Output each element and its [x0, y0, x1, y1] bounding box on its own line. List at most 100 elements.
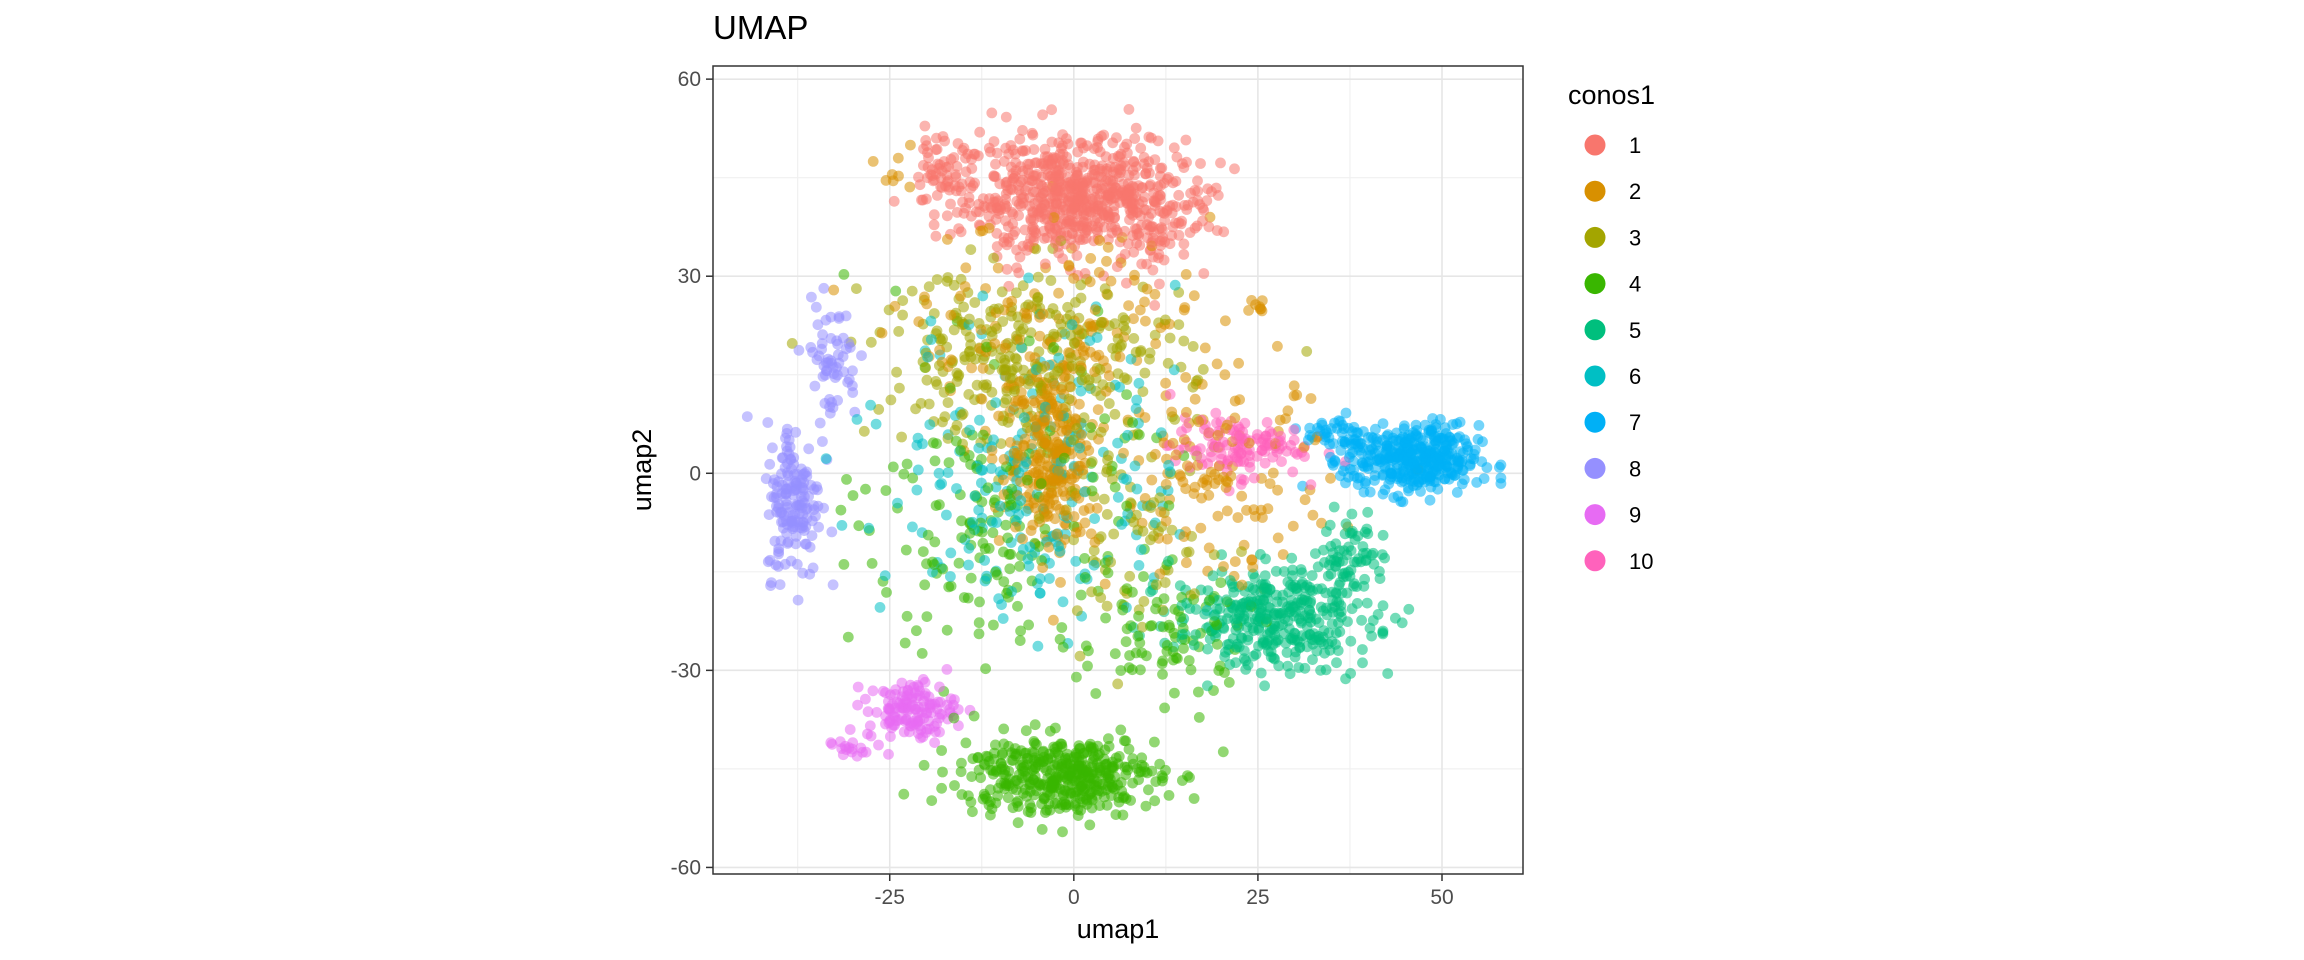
data-point-cluster-6	[977, 290, 989, 302]
data-point-cluster-9	[844, 724, 856, 735]
data-point-cluster-8	[785, 555, 797, 567]
data-point-cluster-5	[1240, 655, 1251, 667]
data-point-cluster-5	[1230, 657, 1242, 669]
data-point-cluster-9	[898, 726, 910, 738]
y-tick-label: -30	[671, 659, 701, 682]
data-point-cluster-5	[1261, 639, 1272, 651]
data-point-cluster-1	[994, 201, 1006, 213]
data-point-cluster-4	[955, 444, 967, 456]
data-point-cluster-6	[942, 467, 954, 478]
data-point-cluster-2	[998, 474, 1009, 486]
data-point-cluster-5	[1362, 528, 1374, 540]
data-point-cluster-4	[956, 532, 968, 543]
data-point-cluster-4	[1178, 643, 1189, 654]
data-point-cluster-1	[1010, 157, 1021, 169]
data-point-cluster-1	[1017, 174, 1029, 186]
data-point-cluster-4	[1150, 603, 1161, 615]
data-point-cluster-2	[1267, 467, 1279, 479]
data-point-cluster-1	[1067, 216, 1079, 228]
data-point-cluster-6	[988, 434, 999, 446]
data-point-cluster-7	[1418, 447, 1430, 458]
data-point-cluster-9	[931, 718, 943, 729]
data-point-cluster-2	[1074, 398, 1085, 410]
data-point-cluster-7	[1319, 428, 1331, 440]
data-point-cluster-4	[926, 795, 938, 806]
data-point-cluster-4	[929, 536, 941, 548]
data-point-cluster-8	[777, 452, 789, 464]
data-point-cluster-2	[1070, 527, 1082, 539]
data-point-cluster-5	[1265, 651, 1277, 663]
data-point-cluster-2	[1246, 295, 1257, 306]
data-point-cluster-2	[904, 181, 916, 193]
data-point-cluster-1	[1201, 195, 1213, 207]
data-point-cluster-1	[1123, 104, 1135, 115]
data-point-cluster-5	[1219, 651, 1231, 662]
data-point-cluster-2	[959, 281, 971, 292]
data-point-cluster-2	[1118, 447, 1129, 459]
data-point-cluster-1	[1046, 169, 1058, 181]
data-point-cluster-4	[1012, 795, 1024, 807]
data-point-cluster-4	[1051, 797, 1063, 809]
data-point-cluster-1	[998, 232, 1010, 244]
data-point-cluster-3	[1154, 492, 1166, 504]
data-point-cluster-5	[1319, 557, 1330, 568]
data-point-cluster-6	[1032, 640, 1044, 652]
data-point-cluster-2	[1188, 488, 1200, 499]
data-point-cluster-7	[1392, 490, 1404, 502]
data-point-cluster-3	[930, 376, 942, 387]
x-axis-title: umap1	[1077, 914, 1160, 944]
data-point-cluster-5	[1279, 613, 1291, 625]
data-point-cluster-3	[1160, 314, 1171, 326]
data-point-cluster-4	[1193, 686, 1204, 698]
data-point-cluster-2	[1220, 475, 1232, 487]
data-point-cluster-9	[864, 720, 876, 732]
legend-label-9: 9	[1629, 503, 1641, 528]
data-point-cluster-6	[863, 522, 875, 534]
data-point-cluster-3	[1017, 280, 1029, 292]
data-point-cluster-3	[920, 362, 931, 373]
data-point-cluster-2	[1033, 464, 1044, 476]
data-point-cluster-6	[994, 500, 1006, 512]
data-point-cluster-7	[1362, 432, 1374, 443]
data-point-cluster-3	[951, 420, 963, 431]
data-point-cluster-2	[1037, 562, 1049, 573]
data-point-cluster-2	[977, 225, 989, 237]
data-point-cluster-1	[1103, 234, 1114, 245]
data-point-cluster-2	[1070, 490, 1082, 502]
data-point-cluster-4	[835, 504, 847, 516]
data-point-cluster-8	[832, 395, 843, 406]
data-point-cluster-5	[1255, 667, 1267, 679]
data-point-cluster-2	[1038, 416, 1050, 428]
data-point-cluster-3	[1018, 364, 1029, 376]
legend-label-6: 6	[1629, 364, 1641, 389]
data-point-cluster-3	[1132, 524, 1144, 536]
data-point-cluster-3	[896, 431, 907, 443]
data-point-cluster-4	[1029, 737, 1041, 749]
data-point-cluster-7	[1446, 435, 1457, 447]
data-point-cluster-4	[996, 749, 1008, 760]
data-point-cluster-3	[988, 252, 999, 264]
data-point-cluster-1	[1129, 223, 1141, 235]
data-point-cluster-1	[1211, 225, 1223, 236]
data-point-cluster-2	[1102, 241, 1114, 253]
data-point-cluster-6	[911, 484, 923, 496]
legend-key-10	[1584, 550, 1606, 572]
data-point-cluster-4	[1078, 747, 1089, 759]
data-point-cluster-5	[1377, 600, 1389, 612]
data-point-cluster-2	[1246, 554, 1258, 566]
data-point-cluster-2	[1045, 404, 1057, 416]
data-point-cluster-7	[1338, 465, 1349, 477]
data-point-cluster-5	[1315, 664, 1326, 676]
data-point-cluster-6	[851, 414, 863, 425]
data-point-cluster-1	[1210, 182, 1222, 194]
data-point-cluster-7	[1340, 407, 1352, 419]
data-point-cluster-4	[1146, 765, 1158, 777]
data-point-cluster-3	[1103, 450, 1114, 461]
data-point-cluster-4	[1133, 429, 1145, 441]
data-point-cluster-3	[1103, 398, 1115, 409]
data-point-cluster-1	[1112, 150, 1124, 162]
data-point-cluster-1	[1065, 180, 1076, 191]
legend-label-10: 10	[1629, 549, 1653, 574]
data-point-cluster-3	[941, 275, 953, 287]
data-point-cluster-1	[937, 131, 949, 142]
